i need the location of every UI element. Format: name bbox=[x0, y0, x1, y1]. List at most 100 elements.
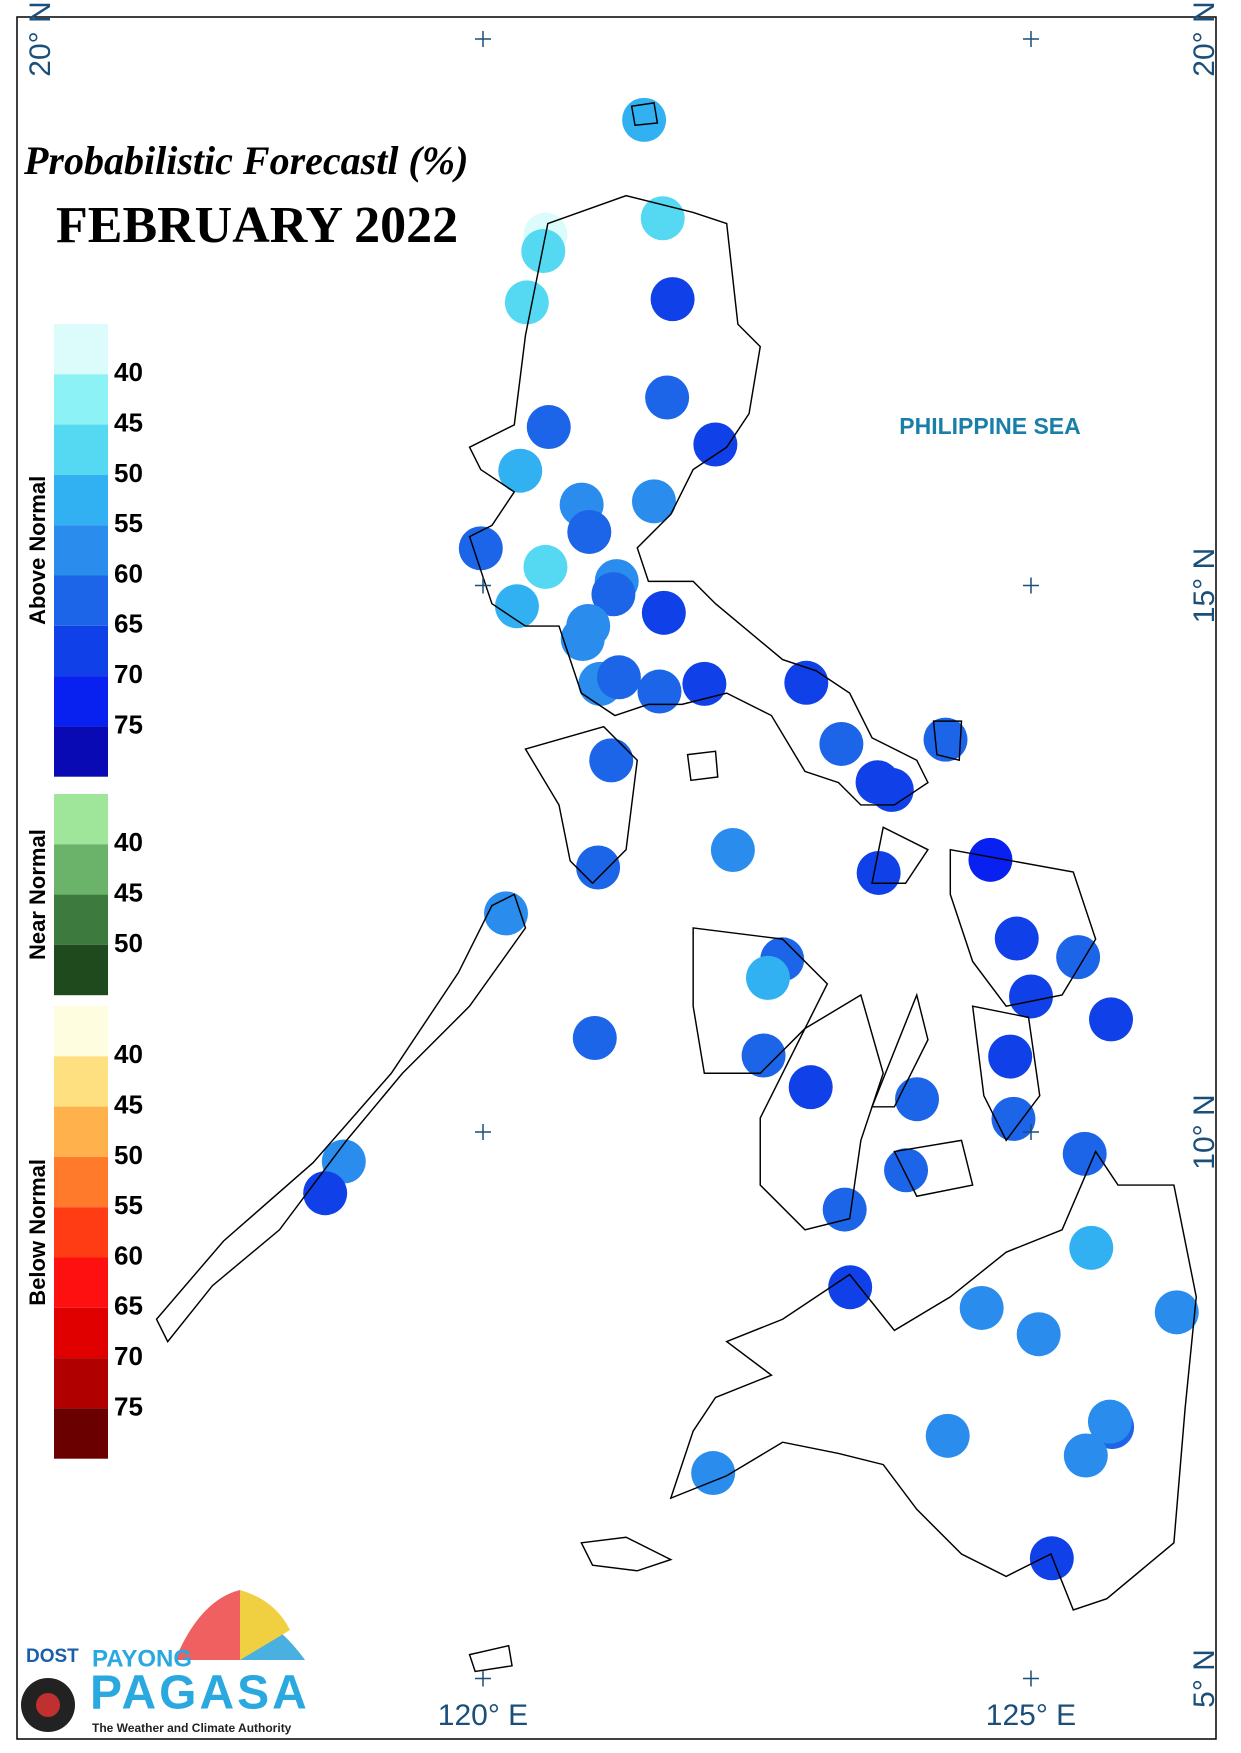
legend-swatch bbox=[54, 894, 108, 945]
legend-swatch bbox=[54, 1056, 108, 1107]
legend-tick: 40 bbox=[114, 827, 143, 857]
palawan bbox=[155, 893, 527, 1343]
station-dot bbox=[645, 375, 690, 420]
legend-swatch bbox=[54, 575, 108, 626]
logo-seal-center bbox=[36, 1693, 60, 1717]
logo-umbrella-left bbox=[175, 1590, 240, 1660]
legend-swatch bbox=[54, 525, 108, 576]
station-dot bbox=[819, 721, 864, 766]
legend-tick: 45 bbox=[114, 1089, 143, 1119]
logo: DOST PAYONG PAGASA The Weather and Clima… bbox=[21, 1590, 310, 1735]
station-dot bbox=[693, 422, 738, 467]
legend-swatch bbox=[54, 1358, 108, 1409]
legend-tick: 40 bbox=[114, 357, 143, 387]
legend-group-label: Above Normal bbox=[25, 476, 50, 625]
legend-swatch bbox=[54, 625, 108, 677]
station-dot bbox=[523, 544, 568, 589]
lat-label: 5° N bbox=[1188, 1649, 1221, 1708]
station-dot bbox=[591, 572, 636, 617]
lat-label: 20° N bbox=[1188, 1, 1221, 76]
legend: 40 45 50 55 60 65 70 75 Above Normal 40 45 50 Near N… bbox=[25, 324, 143, 1459]
station-dot bbox=[321, 1139, 366, 1184]
legend-tick: 70 bbox=[114, 1341, 143, 1371]
station-dot bbox=[1089, 997, 1134, 1042]
station-dot bbox=[1087, 1399, 1132, 1444]
graticule-cross bbox=[475, 1124, 491, 1140]
babuyan bbox=[630, 102, 659, 127]
station-dot bbox=[640, 196, 685, 241]
station-dot bbox=[988, 1034, 1033, 1079]
graticule-cross bbox=[1023, 1124, 1039, 1140]
graticule-cross bbox=[1023, 577, 1039, 594]
lon-label: 125° E bbox=[986, 1699, 1076, 1732]
bohol bbox=[893, 1139, 974, 1198]
legend-tick: 55 bbox=[114, 508, 143, 538]
station-dot bbox=[968, 837, 1013, 882]
legend-swatch bbox=[54, 324, 108, 375]
station-dot bbox=[884, 1148, 929, 1193]
station-dot bbox=[1063, 1433, 1108, 1478]
station-dot bbox=[576, 845, 621, 890]
legend-tick: 75 bbox=[114, 709, 143, 739]
legend-tick: 75 bbox=[114, 1391, 143, 1421]
station-dot bbox=[1056, 935, 1101, 980]
panay bbox=[692, 927, 829, 1075]
lat-label: 10° N bbox=[1188, 1094, 1221, 1169]
legend-tick: 45 bbox=[114, 407, 143, 437]
station-layer bbox=[303, 97, 1199, 1581]
station-dot bbox=[869, 767, 914, 812]
station-dot bbox=[991, 1096, 1036, 1141]
station-dot bbox=[856, 850, 901, 895]
sulu bbox=[580, 1536, 673, 1572]
station-dot bbox=[682, 661, 727, 706]
station-dot bbox=[494, 584, 539, 629]
legend-swatch bbox=[54, 474, 108, 526]
station-dot bbox=[498, 448, 543, 493]
cebu bbox=[870, 992, 929, 1108]
legend-swatch bbox=[54, 844, 108, 895]
legend-swatch bbox=[54, 1106, 108, 1157]
tawi-tawi bbox=[468, 1644, 513, 1673]
map-subtitle: FEBRUARY 2022 bbox=[56, 197, 458, 254]
legend-tick: 50 bbox=[114, 1140, 143, 1170]
negros bbox=[759, 993, 884, 1231]
legend-group-label: Near Normal bbox=[25, 829, 50, 960]
graticule-cross bbox=[1023, 31, 1039, 47]
logo-brand-top: PAYONG bbox=[92, 1645, 192, 1672]
station-dot bbox=[994, 916, 1039, 961]
legend-swatch bbox=[54, 1307, 108, 1359]
logo-agency: DOST bbox=[26, 1646, 79, 1667]
lat-label: 15° N bbox=[1188, 548, 1221, 623]
station-dot bbox=[691, 1451, 736, 1496]
station-dot bbox=[458, 526, 503, 571]
graticule-cross bbox=[1023, 1670, 1039, 1687]
station-dot bbox=[788, 1065, 833, 1110]
legend-tick: 50 bbox=[114, 458, 143, 488]
station-dot bbox=[303, 1171, 348, 1216]
station-dot bbox=[572, 1016, 617, 1061]
station-dot bbox=[741, 1033, 786, 1078]
mindanao bbox=[669, 1150, 1197, 1611]
station-dot bbox=[925, 1413, 970, 1458]
logo-umbrella-mid bbox=[240, 1590, 290, 1660]
station-dot bbox=[822, 1187, 867, 1232]
station-dot bbox=[1009, 974, 1053, 1019]
legend-swatch bbox=[54, 944, 108, 996]
lat-label: 20° N bbox=[24, 1, 57, 76]
legend-swatch bbox=[54, 424, 108, 475]
lon-label: 120° E bbox=[438, 1699, 528, 1732]
legend-swatch bbox=[54, 1408, 108, 1459]
station-dot bbox=[1069, 1225, 1114, 1270]
legend-swatch bbox=[54, 374, 108, 425]
luzon bbox=[468, 194, 929, 806]
logo-brand: PAGASA bbox=[90, 1667, 310, 1720]
legend-tick: 65 bbox=[114, 609, 143, 639]
legend-tick: 70 bbox=[114, 659, 143, 689]
station-dot bbox=[650, 277, 695, 322]
graticule: 120° E 125° E 20° N 15° N 10° N 5° N 20° N bbox=[24, 1, 1221, 1732]
legend-swatch bbox=[54, 676, 108, 727]
legend-swatch bbox=[54, 1257, 108, 1308]
legend-swatch bbox=[54, 794, 108, 845]
legend-swatch bbox=[54, 726, 108, 777]
